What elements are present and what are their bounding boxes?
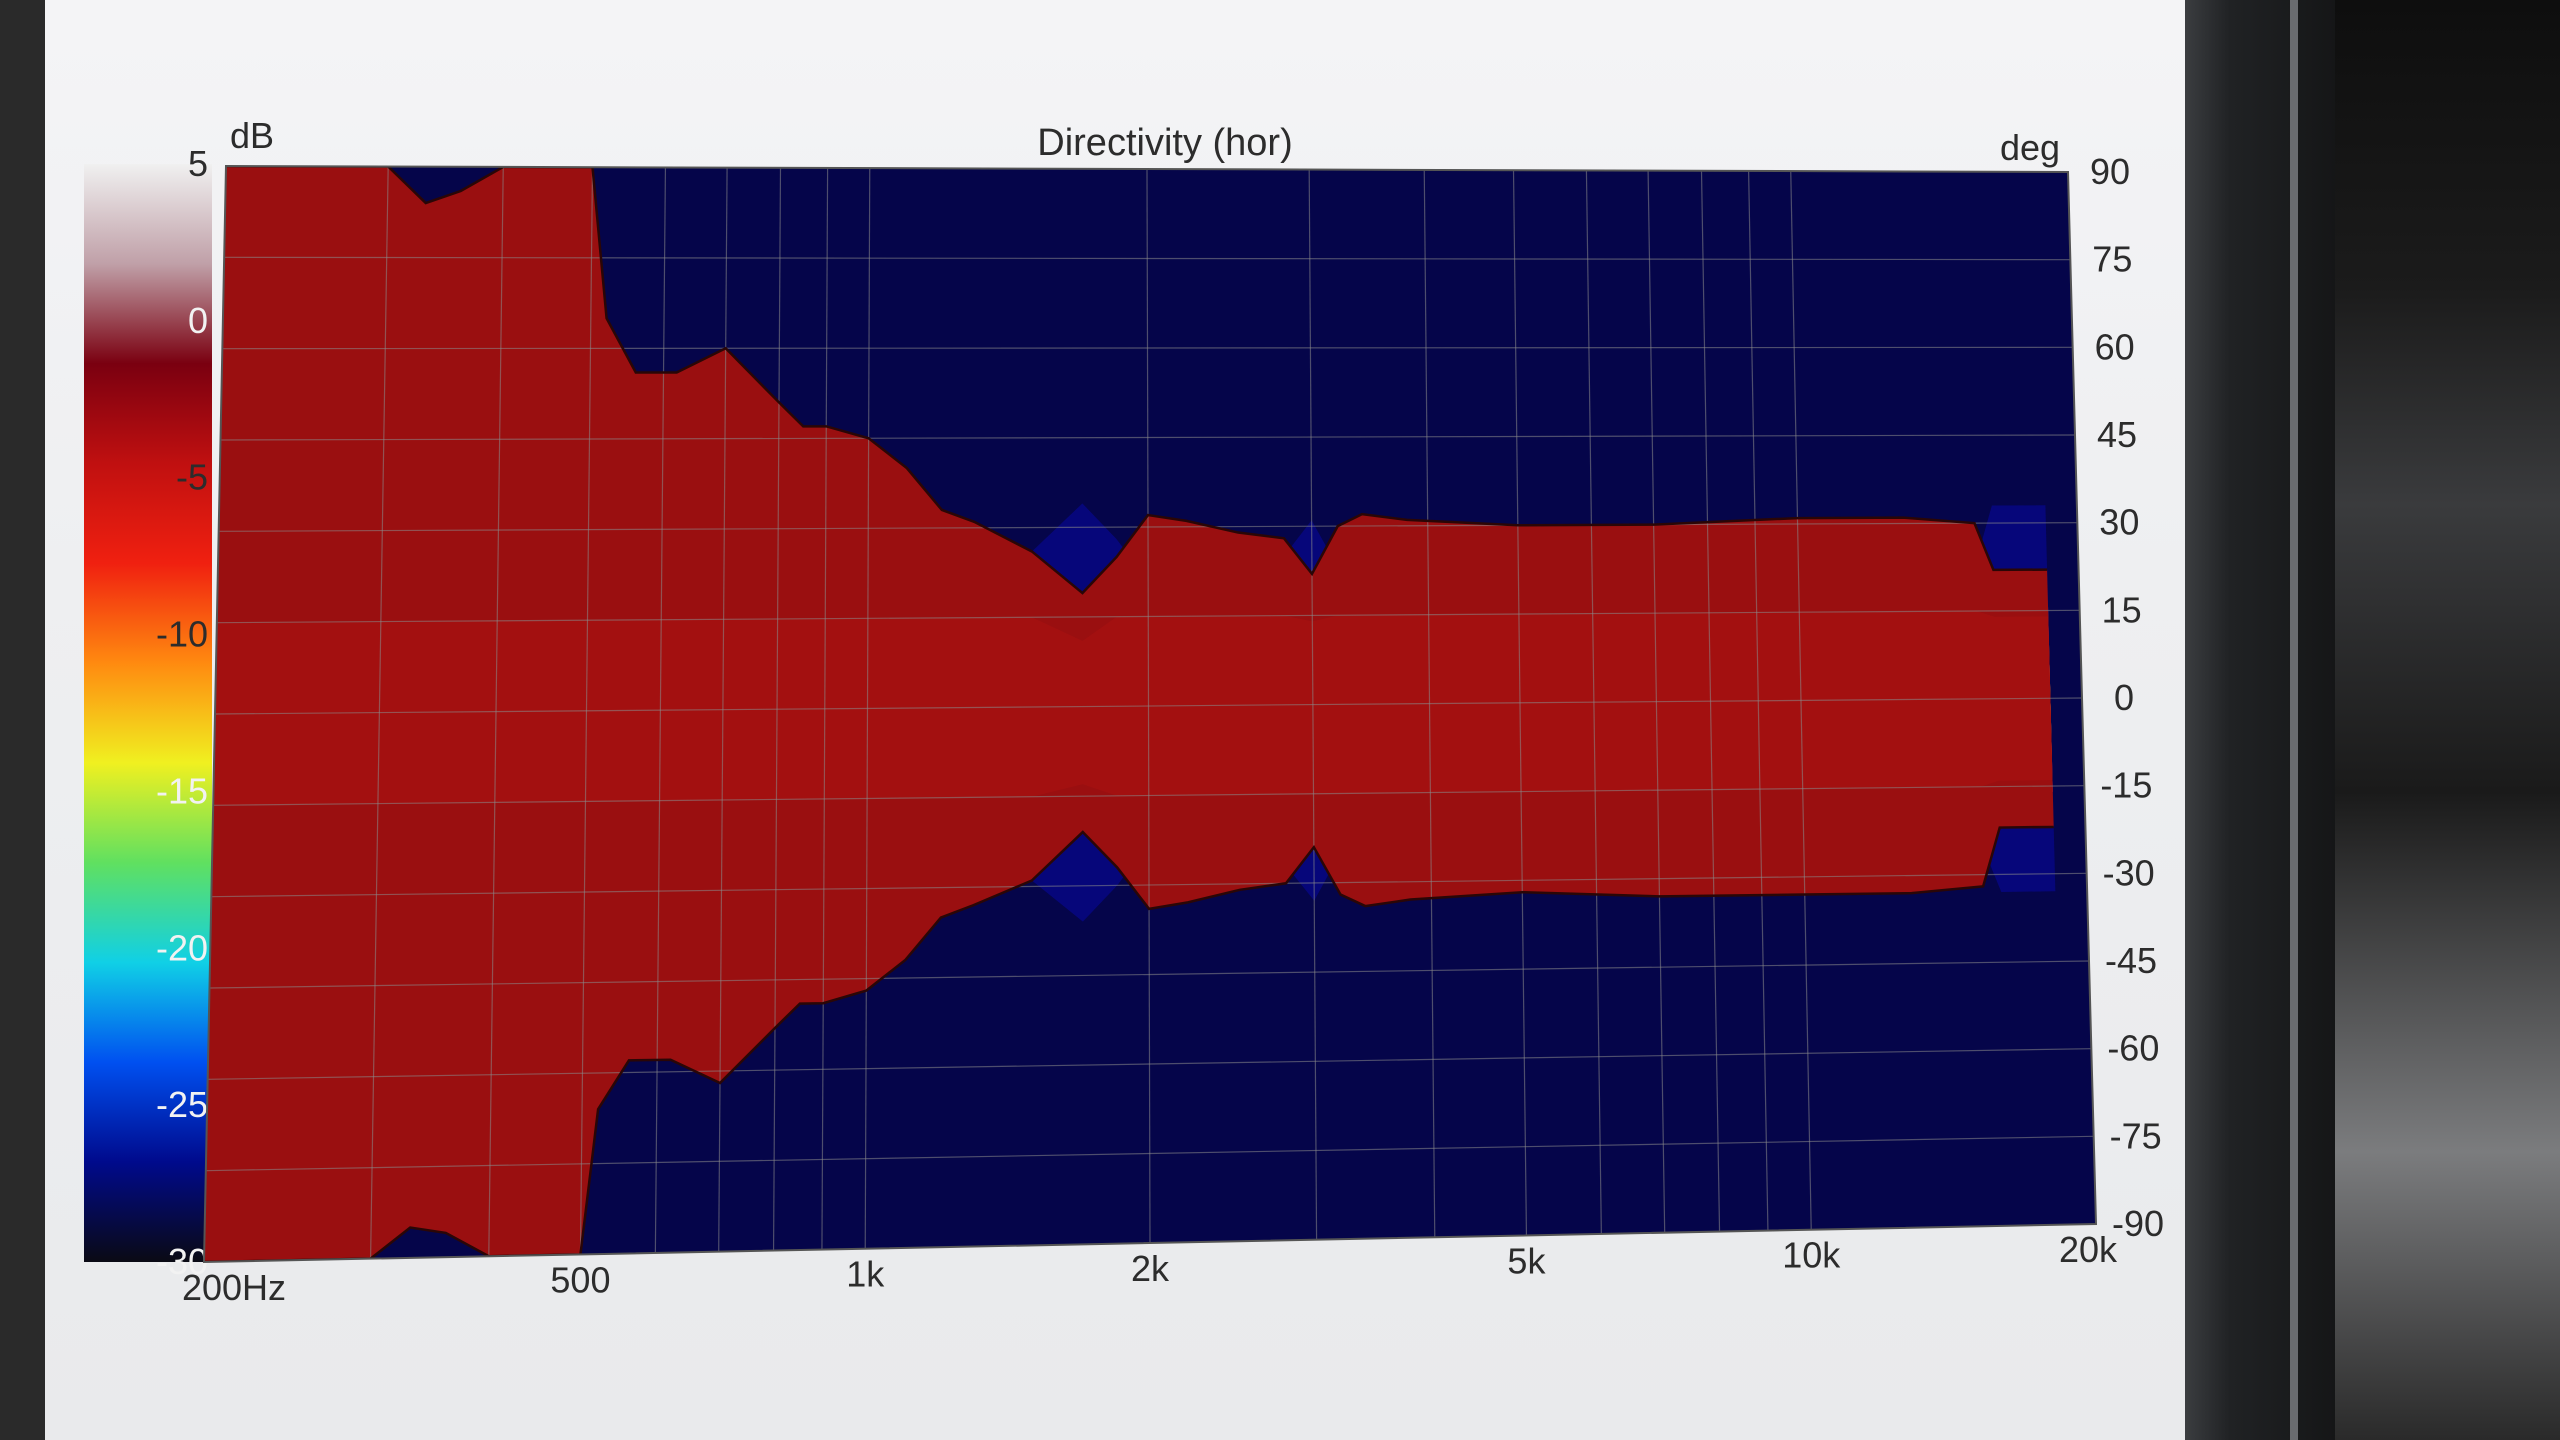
colorbar-unit-label: dB [230, 115, 274, 156]
x-tick-label: 20k [2059, 1229, 2118, 1270]
grid-line-horizontal [216, 609, 2080, 624]
x-tick-label: 500 [550, 1259, 610, 1300]
y-tick-label: -75 [2110, 1115, 2162, 1156]
grid-line-horizontal [222, 346, 2073, 350]
colorbar-tick-label: -10 [156, 614, 208, 655]
grid-line-horizontal [214, 697, 2083, 715]
y-tick-label: 90 [2090, 151, 2130, 192]
y-tick-label: -60 [2107, 1028, 2159, 1069]
y-tick-label: -45 [2105, 940, 2157, 981]
y-axis-tick-labels: 90 75 60 45 30 15 0 -15 -30 -45 -60 -75 -90 [2090, 151, 2164, 1244]
y-tick-label: -15 [2100, 765, 2152, 806]
colorbar-tick-label: 0 [188, 300, 208, 341]
colorbar-tick-label: -15 [156, 770, 208, 811]
colorbar-tick-label: -30 [156, 1241, 208, 1282]
y-tick-label: 45 [2097, 414, 2137, 455]
grid-line-horizontal [218, 522, 2078, 532]
monitor-bezel-edge [2290, 0, 2298, 1440]
y-tick-label: 15 [2102, 589, 2142, 630]
grid-line-horizontal [211, 872, 2087, 898]
grid-line-horizontal [224, 256, 2071, 261]
colorbar-tick-label: 5 [188, 143, 208, 184]
x-tick-label: 10k [1782, 1235, 1841, 1276]
y-tick-label: 0 [2114, 677, 2134, 718]
grid-line-horizontal [213, 785, 2085, 806]
desk-background [2335, 0, 2560, 1440]
y-tick-label: -90 [2112, 1203, 2164, 1244]
chart-title: Directivity (hor) [1037, 122, 1292, 164]
x-tick-label: 1k [846, 1254, 885, 1295]
y-tick-label: 60 [2095, 326, 2135, 367]
x-tick-label: 2k [1131, 1248, 1170, 1289]
x-tick-label: 5k [1507, 1240, 1546, 1281]
grid-line-horizontal [220, 434, 2076, 441]
colorbar-tick-labels: 5 0 -5 -10 -15 -20 -25 -30 [156, 143, 208, 1282]
colorbar-tick-label: -5 [176, 457, 208, 498]
colorbar-tick-label: -25 [156, 1084, 208, 1125]
heatmap [204, 166, 2096, 1262]
grid-line-horizontal [205, 1135, 2094, 1172]
y-tick-label: 30 [2099, 502, 2139, 543]
heatmap-core [213, 611, 2053, 806]
monitor-bezel [2185, 0, 2335, 1440]
plot-frame [202, 164, 2098, 1264]
x-tick-label: 200Hz [182, 1267, 286, 1308]
y-axis-unit-label: deg [2000, 127, 2060, 168]
colorbar [84, 164, 212, 1262]
x-axis-tick-labels: 200Hz 500 1k 2k 5k 10k 20k [182, 1229, 2118, 1308]
y-tick-label: 75 [2092, 239, 2132, 280]
grid-line-horizontal [209, 960, 2090, 989]
y-tick-label: -30 [2103, 852, 2155, 893]
grid-line-horizontal [207, 1048, 2092, 1080]
colorbar-tick-label: -20 [156, 927, 208, 968]
